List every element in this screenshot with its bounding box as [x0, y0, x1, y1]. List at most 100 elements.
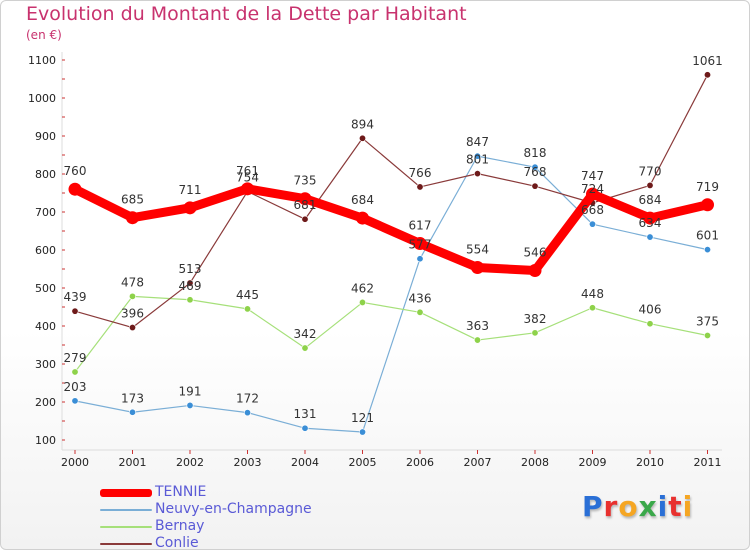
data-label: 436	[409, 291, 432, 305]
data-label: 203	[64, 380, 87, 394]
data-point	[701, 198, 714, 212]
data-point	[71, 307, 79, 315]
chart-title: Evolution du Montant de la Dette par Hab…	[26, 3, 467, 25]
data-label: 1061	[692, 54, 723, 68]
data-point	[298, 192, 312, 206]
y-tick-label: 700	[35, 206, 56, 219]
data-label: 396	[121, 307, 144, 321]
data-label: 719	[696, 180, 719, 194]
data-label: 363	[466, 319, 489, 333]
data-label: 801	[466, 153, 489, 167]
data-point	[416, 183, 424, 191]
logo-letter: t	[668, 490, 683, 523]
chart-subtitle: (en €)	[26, 28, 62, 42]
data-point	[646, 181, 654, 189]
data-label: 131	[294, 407, 317, 421]
legend-label: Bernay	[155, 518, 205, 534]
data-label: 191	[179, 384, 202, 398]
data-point	[703, 331, 711, 339]
data-label: 121	[351, 411, 374, 425]
x-tick-label: 2003	[234, 456, 262, 469]
data-label: 894	[351, 117, 374, 131]
logo-letter: i	[682, 490, 694, 523]
y-tick-label: 500	[35, 282, 56, 295]
data-label: 747	[581, 169, 604, 183]
data-point	[356, 211, 369, 225]
data-point	[301, 424, 309, 432]
data-label: 445	[236, 288, 259, 302]
x-tick-label: 2011	[694, 456, 722, 469]
data-point	[531, 182, 539, 190]
data-point	[643, 211, 657, 225]
data-label: 439	[64, 290, 87, 304]
y-tick-label: 200	[35, 396, 56, 409]
data-label: 546	[524, 246, 547, 260]
data-label: 735	[294, 174, 317, 188]
data-label: 770	[639, 164, 662, 178]
data-point	[244, 409, 252, 417]
data-point	[358, 428, 366, 436]
y-tick-label: 400	[35, 320, 56, 333]
data-point	[646, 233, 654, 241]
logo-letter: r	[603, 490, 619, 523]
x-tick-label: 2002	[176, 456, 204, 469]
y-tick-label: 1100	[28, 54, 56, 67]
data-label: 554	[466, 242, 489, 256]
series-line-bernay	[74, 295, 709, 373]
y-tick-label: 300	[35, 358, 56, 371]
data-point	[186, 296, 194, 304]
data-point	[703, 71, 711, 79]
data-label: 173	[121, 391, 144, 405]
data-point	[473, 170, 481, 178]
x-tick-label: 2004	[291, 456, 319, 469]
data-point	[241, 182, 254, 196]
data-label: 711	[179, 183, 202, 197]
y-tick-label: 100	[35, 434, 56, 447]
data-point	[473, 336, 481, 344]
data-label: 847	[466, 135, 489, 149]
data-point	[588, 304, 596, 312]
data-point	[646, 320, 654, 328]
data-point	[126, 211, 139, 225]
data-point	[703, 246, 711, 254]
legend-swatch	[100, 489, 152, 497]
data-point	[471, 260, 484, 274]
data-point	[416, 255, 424, 263]
legend-label: Neuvy-en-Champagne	[155, 501, 312, 517]
data-label: 513	[179, 262, 202, 276]
data-label: 478	[121, 275, 144, 289]
data-label: 279	[64, 351, 87, 365]
data-point	[358, 298, 366, 306]
data-label: 469	[179, 279, 202, 293]
x-tick-label: 2010	[636, 456, 664, 469]
x-tick-label: 2009	[579, 456, 607, 469]
data-label: 681	[294, 198, 317, 212]
logo-letter: i	[657, 490, 669, 523]
x-tick-label: 2006	[406, 456, 434, 469]
data-point	[413, 237, 427, 251]
data-label: 617	[409, 219, 432, 233]
proxiti-logo[interactable]: Proxiti	[582, 490, 693, 523]
data-label: 462	[351, 281, 374, 295]
data-label: 577	[409, 238, 432, 252]
logo-letter: P	[582, 490, 604, 523]
data-label: 760	[64, 164, 87, 178]
legend-swatch	[100, 543, 152, 545]
data-point	[183, 201, 197, 215]
data-point	[186, 279, 194, 287]
legend-label: Conlie	[155, 535, 199, 551]
y-tick-label: 800	[35, 168, 56, 181]
data-point	[68, 182, 82, 196]
data-label: 668	[581, 203, 604, 217]
legend-swatch	[100, 526, 152, 528]
data-label: 634	[639, 216, 662, 230]
data-label: 172	[236, 392, 259, 406]
x-tick-label: 2000	[61, 456, 89, 469]
x-tick-label: 2008	[521, 456, 549, 469]
data-point	[129, 408, 137, 416]
data-point	[129, 324, 137, 332]
y-tick-label: 1000	[28, 92, 56, 105]
x-tick-label: 2001	[119, 456, 147, 469]
data-point	[473, 152, 481, 160]
